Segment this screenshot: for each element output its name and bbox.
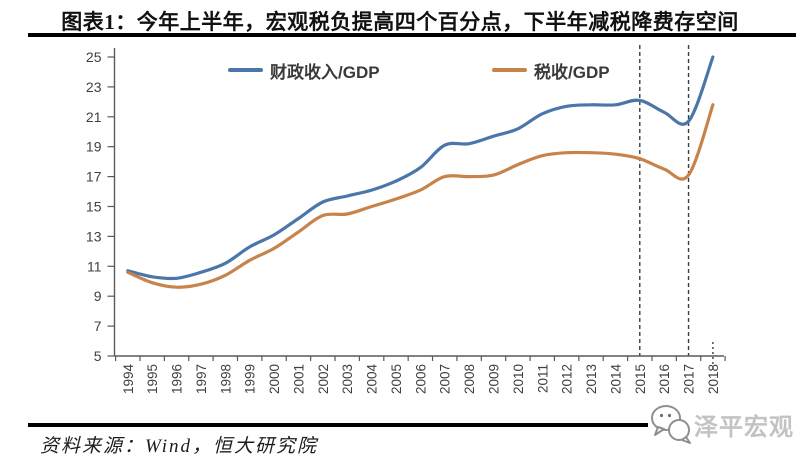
x-tick-label: 2016: [657, 364, 672, 394]
chart-legend: 财政收入/GDP 税收/GDP: [0, 59, 800, 82]
legend-label: 财政收入/GDP: [270, 62, 380, 82]
x-tick-label: 2008: [462, 364, 477, 394]
fiscal-revenue-gdp-line: [126, 55, 715, 281]
watermark: 泽平宏观: [648, 398, 800, 450]
y-tick-label: 11: [87, 258, 102, 274]
x-tick-label: 2005: [389, 364, 404, 394]
y-tick-label: 5: [94, 348, 102, 364]
x-tick-label: 2009: [487, 364, 502, 394]
footer-divider-rule: [28, 423, 800, 427]
x-tick-label: 2013: [584, 364, 599, 394]
x-tick-label: 1996: [170, 364, 185, 394]
x-tick-label: 2007: [438, 364, 453, 394]
legend-swatch: [492, 68, 527, 72]
x-tick-label: 2012: [560, 364, 575, 394]
watermark-text: 泽平宏观: [694, 413, 794, 441]
legend-swatch: [228, 68, 263, 72]
x-tick-label: 1998: [218, 364, 233, 394]
title-divider-rule: [28, 33, 796, 37]
x-tick-label: 2001: [291, 364, 306, 394]
tax-gdp-line: [126, 103, 715, 289]
y-tick-label: 21: [86, 109, 102, 125]
x-tick-label: 1997: [194, 364, 209, 394]
y-tick-label: 9: [94, 288, 102, 304]
x-tick-label: 2010: [511, 364, 526, 394]
y-tick-label: 7: [94, 318, 102, 334]
y-tick-label: 25: [86, 49, 102, 65]
y-tick-label: 13: [86, 228, 102, 244]
y-tick-label: 17: [86, 169, 102, 185]
source-note: 资料来源：Wind，恒大研究院: [40, 436, 319, 457]
legend-item-fiscal-revenue: 财政收入/GDP: [228, 59, 380, 82]
x-tick-label: 2003: [340, 364, 355, 394]
x-tick-label: 2014: [608, 364, 623, 395]
x-tick-label: 2018: [706, 364, 721, 394]
x-tick-label: 2000: [267, 364, 282, 394]
x-tick-label: 1999: [243, 364, 258, 394]
x-tick-label: 1995: [145, 364, 160, 394]
x-tick-label: 2017: [682, 364, 697, 394]
x-tick-label: 1994: [121, 364, 136, 395]
x-tick-label: 2015: [633, 364, 648, 394]
x-tick-label: 2011: [535, 364, 550, 393]
y-tick-label: 19: [86, 139, 102, 155]
y-tick-label: 23: [86, 79, 102, 95]
legend-item-tax: 税收/GDP: [492, 59, 610, 82]
x-tick-label: 2006: [413, 364, 428, 394]
chart-title: 图表1：今年上半年，宏观税负提高四个百分点，下半年减税降费存空间: [61, 10, 739, 34]
x-tick-label: 2004: [365, 364, 380, 395]
x-tick-label: 2002: [316, 364, 331, 394]
legend-label: 税收/GDP: [534, 62, 610, 82]
y-tick-label: 15: [86, 199, 102, 215]
chat-bubbles-logo-icon: [651, 405, 691, 444]
